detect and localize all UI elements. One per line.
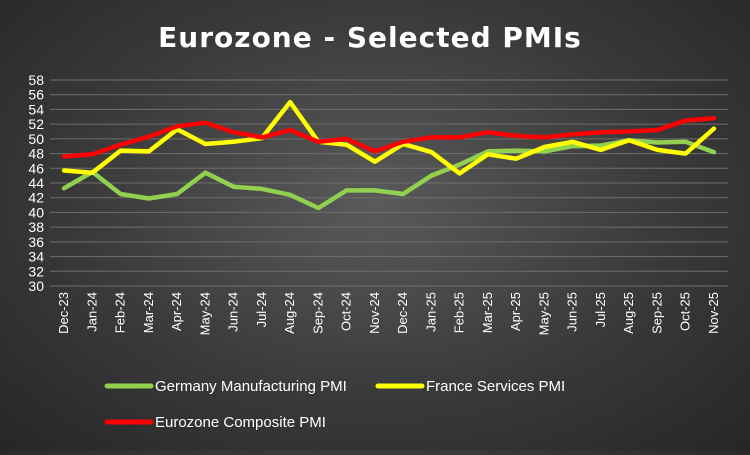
y-tick-label: 48 (28, 146, 44, 162)
y-tick-label: 58 (28, 72, 44, 88)
series-line-1 (61, 138, 717, 211)
chart-title: Eurozone - Selected PMIs (158, 21, 582, 54)
y-tick-label: 40 (28, 204, 44, 220)
series-line-2 (61, 99, 717, 176)
gridlines (50, 79, 728, 287)
x-tick-label: Jul-25 (593, 292, 608, 327)
x-tick-label: Apr-25 (508, 292, 523, 331)
x-tick-label: Feb-25 (452, 292, 467, 333)
x-tick-label: Nov-25 (706, 292, 721, 334)
y-tick-label: 52 (28, 116, 44, 132)
legend: Germany Manufacturing PMI France Services… (104, 378, 565, 431)
legend-label: Germany Manufacturing PMI (155, 378, 347, 395)
y-tick-label: 36 (28, 234, 44, 250)
x-tick-label: Jul-24 (254, 292, 269, 327)
x-tick-label: Sep-24 (310, 292, 325, 334)
x-tick-label: Aug-25 (621, 292, 636, 334)
x-tick-label: May-24 (197, 292, 212, 335)
x-tick-label: Jan-24 (84, 292, 99, 332)
y-tick-label: 34 (28, 249, 44, 265)
legend-label: France Services PMI (426, 378, 565, 395)
x-tick-label: Feb-24 (113, 292, 128, 333)
series-lines (61, 99, 717, 211)
y-tick-label: 44 (28, 175, 44, 191)
x-tick-label: Dec-24 (395, 292, 410, 334)
legend-label: Eurozone Composite PMI (155, 414, 326, 431)
y-tick-label: 56 (28, 87, 44, 103)
x-axis-ticks: Dec-23 Jan-24 Feb-24 Mar-24 Apr-24 May-24 Jun-… (56, 292, 721, 335)
x-tick-label: Sep-25 (649, 292, 664, 334)
x-tick-label: Apr-24 (169, 292, 184, 331)
series-line-3 (61, 116, 717, 159)
y-tick-label: 54 (28, 101, 44, 117)
y-tick-label: 50 (28, 131, 44, 147)
x-tick-label: Mar-24 (141, 292, 156, 333)
y-tick-label: 30 (28, 278, 44, 294)
x-tick-label: May-25 (536, 292, 551, 335)
y-tick-label: 42 (28, 190, 44, 206)
x-tick-label: Oct-24 (339, 292, 354, 331)
x-tick-label: Aug-24 (282, 292, 297, 334)
x-tick-label: Oct-25 (678, 292, 693, 331)
x-tick-label: Jun-25 (565, 292, 580, 332)
y-tick-label: 38 (28, 219, 44, 235)
x-tick-label: Jan-25 (423, 292, 438, 332)
y-tick-label: 32 (28, 263, 44, 279)
x-tick-label: Dec-23 (56, 292, 71, 334)
y-tick-label: 46 (28, 160, 44, 176)
x-tick-label: Mar-25 (480, 292, 495, 333)
x-tick-label: Jun-24 (226, 292, 241, 332)
x-tick-label: Nov-24 (367, 292, 382, 334)
